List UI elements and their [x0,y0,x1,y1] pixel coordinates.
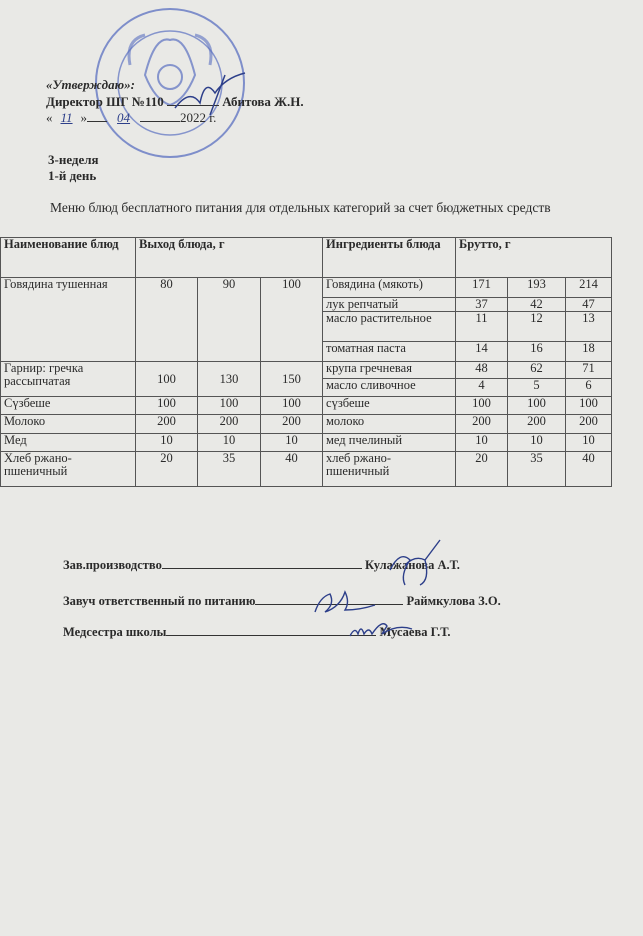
official-stamp [95,8,245,158]
dish-yield: 90 [197,277,261,362]
director-title: Директор ШГ №110 [46,94,164,109]
menu-title: Меню блюд бесплатного питания для отдель… [50,200,551,215]
ingredient-gross: 35 [507,451,567,487]
ingredient-name: хлеб ржано-пшеничный [322,451,457,487]
date-year: 2022 г. [180,110,217,125]
ingredient-gross: 13 [565,311,613,342]
dish-yield: 200 [259,414,324,434]
dish-yield: 100 [197,396,261,415]
header-dish: Наименование блюд [0,237,136,278]
ingredient-gross: 40 [565,451,613,487]
signature-row: Завуч ответственный по питанию Раймкулов… [63,594,501,609]
table-row: Хлеб ржано-пшеничный 20 35 40 хлеб ржано-пше… [0,451,613,487]
signature-name: Раймкулова З.О. [406,594,501,608]
signature-name: Кулажанова А.Т. [364,558,460,572]
dish-yield: 10 [135,433,198,452]
dish-yield: 100 [259,277,324,362]
ingredient-gross: 200 [455,414,509,434]
approval-date: «11» 04 2022 г. [46,110,217,125]
week-label: 3-неделя [48,152,99,167]
ingredient-gross: 11 [455,311,509,342]
signature-row: Зав.производство Кулажанова А.Т. [63,558,460,573]
signature-role: Медсестра школы [63,625,167,639]
ingredient-name: томатная паста [322,341,457,362]
signature-line [255,604,404,605]
dish-name: Мед [0,433,136,452]
ingredient-gross: 100 [507,396,567,415]
ingredient-gross: 71 [565,361,613,379]
table-row: Гарнир: гречка рассыпчатая 100 130 150 крупа… [0,361,613,397]
dish-yield: 40 [259,451,324,487]
approved-label: «Утверждаю»: [46,77,135,92]
dish-name: Хлеб ржано-пшеничный [0,451,136,487]
signature-row: Медсестра школы Мусаева Г.Т. [63,625,451,640]
table-row: Молоко 200 200 200 молоко 200 200 200 [0,414,613,434]
ingredient-name: лук репчатый [322,297,457,312]
day-label: 1-й день [48,168,97,183]
signature-role: Завуч ответственный по питанию [63,594,256,608]
table-row: масло растительное 11 12 13 [1,311,613,342]
dish-yield: 10 [259,433,324,452]
dish-yield: 20 [135,451,198,487]
signature-name: Мусаева Г.Т. [379,625,451,639]
signature-line [161,568,362,569]
table-row: лук репчатый 37 42 47 [1,297,613,312]
ingredient-name: сүзбеше [322,396,457,415]
header-ingredients: Ингредиенты блюда [322,237,457,278]
director-name: Абитова Ж.Н. [222,94,304,109]
signature-role: Зав.производство [63,558,162,572]
director-line: Директор ШГ №110 Абитова Ж.Н. [46,94,304,110]
director-signature [174,72,246,116]
menu-table: Наименование блюд Выход блюда, г Ингреди… [0,237,613,487]
date-month: 04 [117,110,131,125]
header-gross: Брутто, г [455,237,613,278]
ingredient-gross: 18 [565,341,613,362]
ingredient-gross: 200 [565,414,613,434]
table-row: Мед 10 10 10 мед пчелиный 10 10 10 [0,433,613,452]
ingredient-gross: 214 [565,277,613,298]
table-header-row: Наименование блюд Выход блюда, г Ингреди… [0,237,613,278]
table-row: томатная паста 14 16 18 [1,341,613,362]
ingredient-gross: 100 [455,396,509,415]
signature-line [166,635,377,636]
date-day: 11 [60,110,73,125]
